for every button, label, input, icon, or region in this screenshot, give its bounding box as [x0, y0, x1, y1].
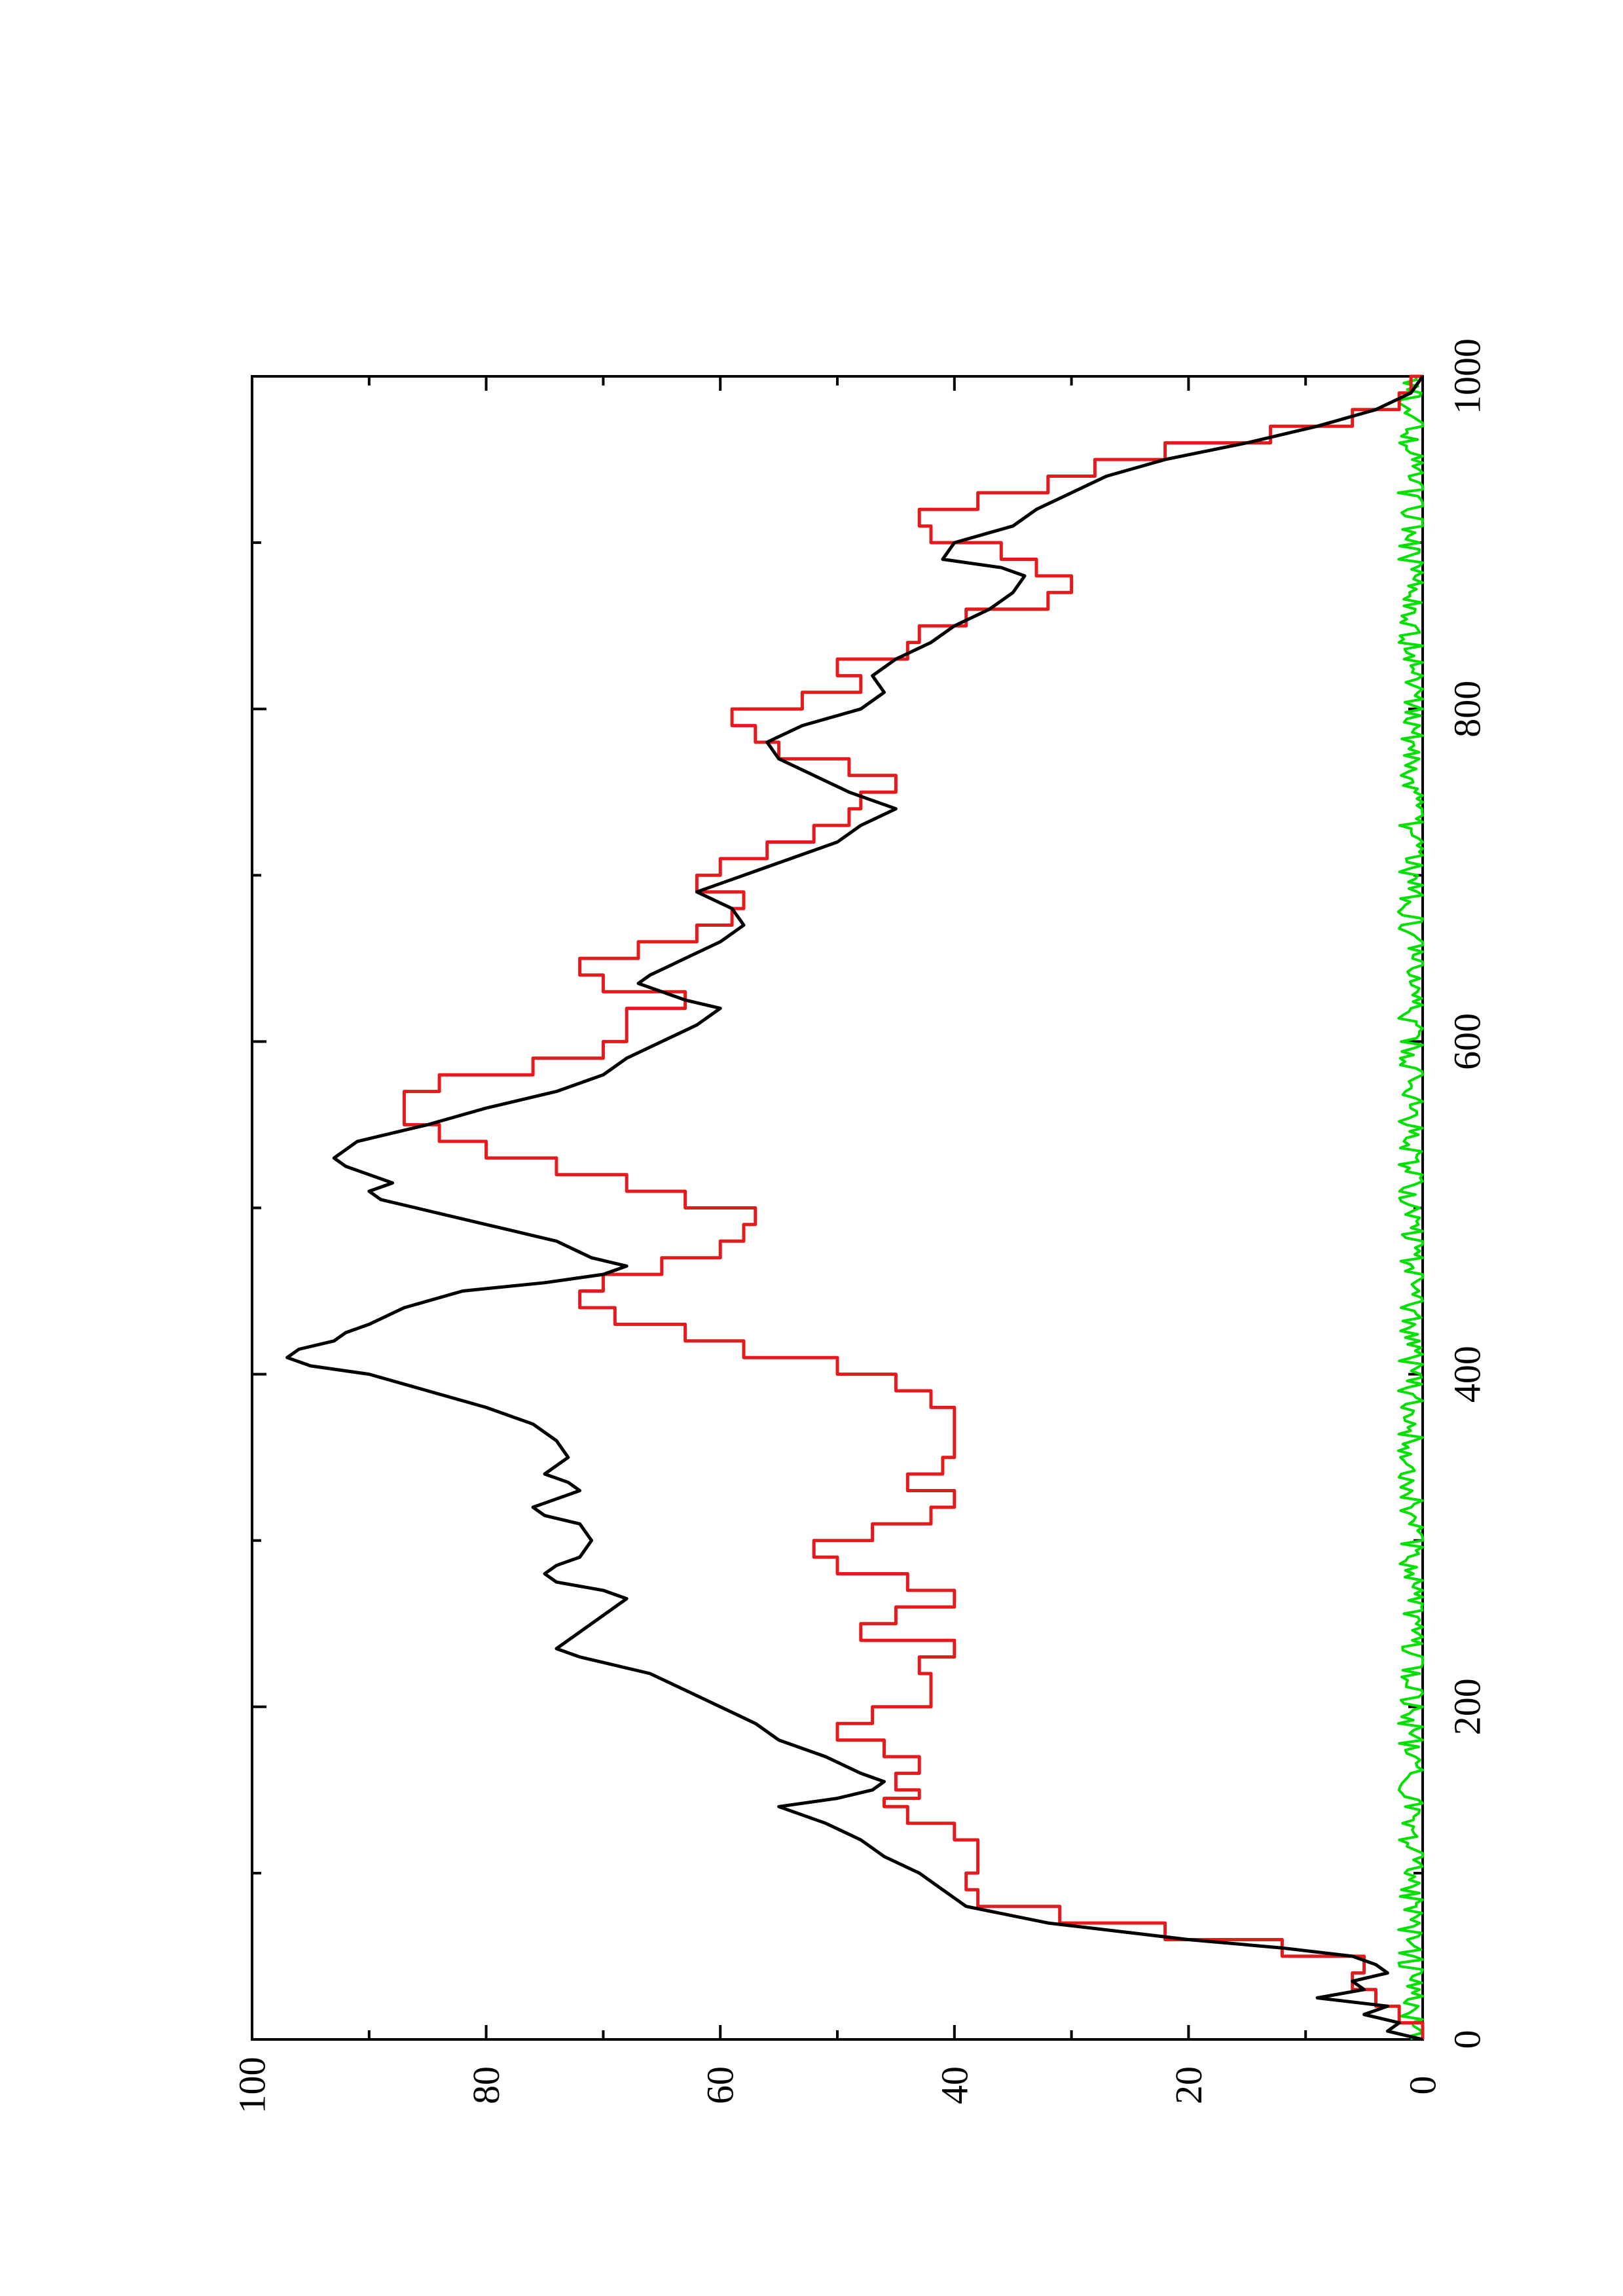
- series-line-black: [285, 375, 1425, 2041]
- x-tick-label: 0: [1446, 2030, 1489, 2049]
- y-tick-label: 40: [933, 2066, 976, 2104]
- series-layer: [285, 374, 1425, 2041]
- y-tick-label: 80: [465, 2066, 507, 2104]
- series-line-green: [1396, 376, 1424, 2041]
- y-tick-label: 100: [231, 2057, 274, 2114]
- axis-ticks: [251, 375, 1424, 2041]
- plot-frame: [251, 375, 1424, 2041]
- x-tick-label: 600: [1446, 1013, 1489, 1070]
- x-tick-label: 200: [1446, 1678, 1489, 1735]
- y-tick-label: 60: [699, 2066, 742, 2104]
- axis-tick-labels: 0 200 400 600 800 1000 0 20 40 60 80 100: [231, 338, 1489, 2114]
- series-line-red: [402, 374, 1425, 2039]
- y-tick-label: 20: [1167, 2066, 1210, 2104]
- x-tick-label: 1000: [1446, 338, 1489, 414]
- y-tick-label: 0: [1402, 2076, 1444, 2095]
- x-tick-label: 400: [1446, 1346, 1489, 1403]
- x-tick-label: 800: [1446, 681, 1489, 738]
